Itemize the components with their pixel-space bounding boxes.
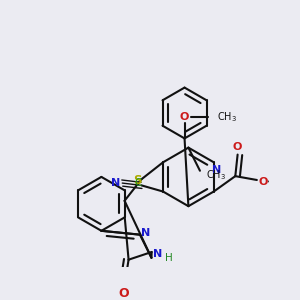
Text: S: S — [133, 174, 141, 187]
Text: N: N — [212, 165, 221, 175]
Text: N: N — [112, 178, 121, 188]
Text: CH$_3$: CH$_3$ — [217, 110, 237, 124]
Text: O: O — [118, 287, 128, 300]
Text: N: N — [153, 249, 163, 259]
Text: O: O — [258, 176, 268, 187]
Text: H: H — [165, 253, 172, 263]
Text: N: N — [141, 228, 151, 238]
Text: O: O — [233, 142, 242, 152]
Text: C: C — [135, 178, 142, 188]
Text: CH$_3$: CH$_3$ — [206, 168, 226, 182]
Text: O: O — [180, 112, 189, 122]
